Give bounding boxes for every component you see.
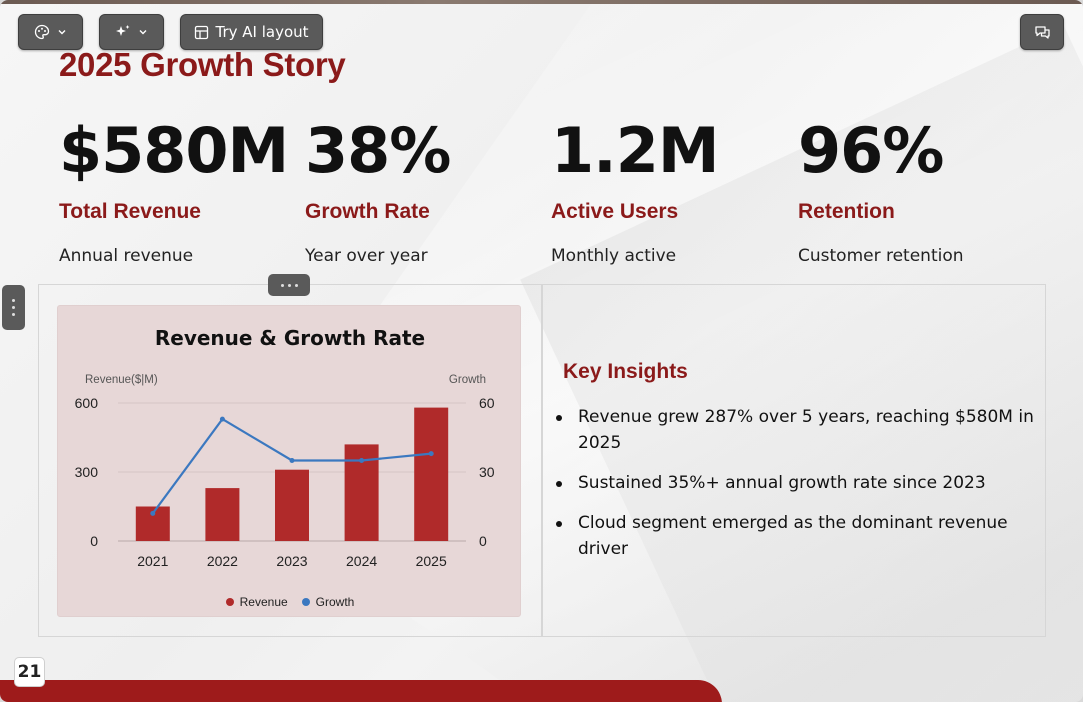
stat-value: 1.2M [551,114,720,187]
theme-menu-button[interactable] [18,14,83,50]
y-left-axis-label: Revenue($|M) [85,374,158,386]
layout-icon [195,25,209,39]
stat-sub: Year over year [305,246,428,266]
bar-revenue [205,488,240,541]
legend-dot-revenue [225,598,234,606]
sparkles-icon [115,25,129,36]
insights-title[interactable]: Key Insights [563,360,688,383]
stat-label: Total Revenue [59,200,201,223]
stat-revenue[interactable]: $580M Total Revenue Annual revenue [59,112,289,266]
chart-title: Revenue & Growth Rate [154,326,426,350]
stat-sub: Customer retention [798,246,964,266]
insight-item: Cloud segment emerged as the dominant re… [556,510,1036,562]
insights-list[interactable]: Revenue grew 287% over 5 years, reaching… [556,404,1036,576]
stat-value: $580M [59,114,289,187]
insight-item: Revenue grew 287% over 5 years, reaching… [556,404,1036,456]
y-right-tick-label: 60 [479,395,495,411]
x-tick-label: 2022 [207,553,238,569]
stat-label: Active Users [551,200,679,223]
stat-value: 96% [798,114,944,187]
stat-retention[interactable]: 96% Retention Customer retention [798,112,964,266]
side-drag-handle[interactable] [2,285,25,330]
bar-revenue [414,407,449,541]
slide-title[interactable]: 2025 Growth Story [59,46,346,83]
try-ai-layout-label: Try AI layout [215,23,309,41]
bar-revenue [275,469,309,541]
palette-icon [34,24,49,40]
stat-label: Retention [798,200,895,223]
legend-dot-growth [301,598,310,606]
panel-divider [541,284,543,637]
chevron-down-icon [139,30,146,35]
try-ai-layout-button[interactable]: Try AI layout [180,14,323,50]
y-right-tick-label: 0 [479,533,487,549]
chart-drag-handle[interactable] [268,274,310,296]
y-right-tick-label: 30 [479,464,495,480]
top-strip [0,0,1083,4]
page-number-badge: 21 [14,657,45,687]
y-left-tick-label: 0 [90,533,98,549]
x-tick-label: 2024 [346,553,377,569]
point-growth [359,458,365,463]
stat-growth[interactable]: 38% Growth Rate Year over year [305,112,451,266]
legend-label: Revenue [239,595,288,609]
stat-value: 38% [305,114,451,187]
legend-label: Growth [315,595,355,609]
legend-item-revenue: Revenue [225,595,288,609]
chart-card[interactable]: Revenue & Growth Rate 600 300 0 60 30 0 Revenu… [57,305,521,617]
stat-sub: Annual revenue [59,246,194,266]
point-growth [289,458,295,463]
chart-legend: Revenue Growth [58,595,522,609]
y-left-tick-label: 600 [75,395,99,411]
x-tick-label: 2023 [276,553,307,569]
stat-label: Growth Rate [305,200,430,223]
stat-sub: Monthly active [551,246,677,266]
point-growth [219,416,225,422]
y-left-tick-label: 300 [75,464,99,480]
x-tick-label: 2025 [416,553,447,569]
legend-item-growth: Growth [301,595,355,609]
footer-accent-bar [0,680,722,702]
comments-icon [1034,25,1050,39]
ai-menu-button[interactable] [99,14,164,50]
x-tick-label: 2021 [137,553,168,569]
y-right-axis-label: Growth [449,374,486,386]
stat-users[interactable]: 1.2M Active Users Monthly active [551,112,720,266]
point-growth [150,510,156,516]
comments-button[interactable] [1020,14,1064,50]
chevron-down-icon [58,30,65,35]
point-growth [428,451,434,457]
insight-item: Sustained 35%+ annual growth rate since … [556,470,1036,496]
